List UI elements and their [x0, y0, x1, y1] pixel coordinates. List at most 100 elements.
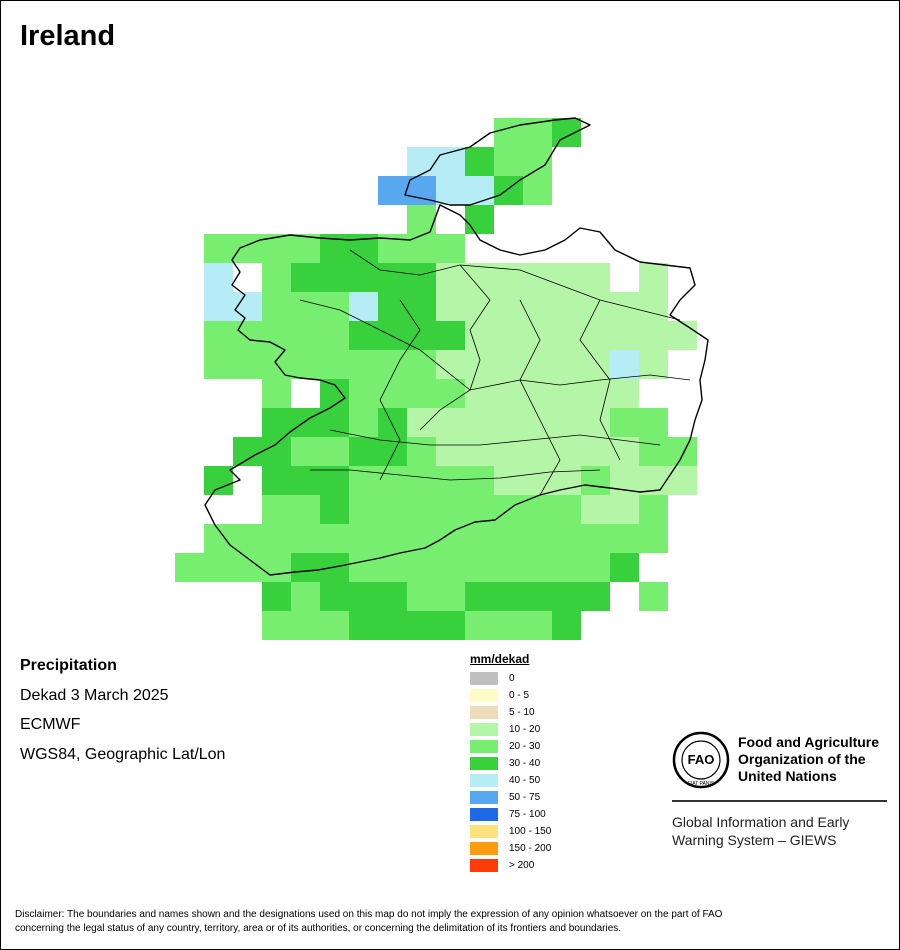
grid-cell [291, 321, 320, 350]
grid-cell [465, 553, 494, 582]
grid-cell [204, 466, 233, 495]
legend-swatch [470, 689, 498, 702]
legend-label: 75 - 100 [509, 809, 546, 820]
grid-cell [407, 611, 436, 640]
giews-line-1: Global Information and Early [672, 814, 850, 830]
grid-cell [291, 292, 320, 321]
grid-cell [436, 176, 465, 205]
grid-cell [610, 408, 639, 437]
grid-cell [436, 611, 465, 640]
grid-cell [436, 582, 465, 611]
legend-label: 5 - 10 [509, 707, 535, 718]
fao-emblem-icon: FAO FIAT PANIS [672, 731, 730, 789]
grid-cell [291, 350, 320, 379]
legend-title: mm/dekad [470, 652, 530, 666]
grid-cell [494, 118, 523, 147]
grid-cell [552, 553, 581, 582]
grid-cell [262, 292, 291, 321]
grid-cell [378, 408, 407, 437]
grid-cell [523, 582, 552, 611]
grid-cell [639, 350, 668, 379]
legend-label: 50 - 75 [509, 792, 541, 803]
grid-cell [349, 466, 378, 495]
legend-label: > 200 [509, 860, 535, 871]
legend-item: 75 - 100 [470, 806, 551, 823]
grid-cell [494, 263, 523, 292]
logo-divider [672, 800, 887, 802]
grid-cell [320, 611, 349, 640]
grid-cell [552, 350, 581, 379]
grid-cell [291, 495, 320, 524]
grid-cell [204, 553, 233, 582]
grid-cell [610, 437, 639, 466]
grid-cell [349, 611, 378, 640]
source-label: ECMWF [20, 716, 81, 733]
grid-cell [204, 524, 233, 553]
grid-cell [465, 524, 494, 553]
grid-cell [407, 553, 436, 582]
grid-cell [552, 495, 581, 524]
grid-cell [436, 321, 465, 350]
grid-cell [378, 263, 407, 292]
grid-cell [523, 611, 552, 640]
grid-cell [436, 524, 465, 553]
legend-label: 40 - 50 [509, 775, 541, 786]
grid-cell [204, 292, 233, 321]
grid-cell [523, 553, 552, 582]
grid-cell [349, 582, 378, 611]
grid-cell [581, 379, 610, 408]
grid-cell [494, 466, 523, 495]
grid-cell [262, 379, 291, 408]
grid-cell [494, 611, 523, 640]
grid-cell [552, 292, 581, 321]
grid-cell [436, 553, 465, 582]
grid-cell [378, 611, 407, 640]
precipitation-grid [175, 118, 697, 640]
grid-cell [436, 147, 465, 176]
org-line-2: Organization of the [738, 751, 866, 767]
grid-cell [668, 321, 697, 350]
grid-cell [465, 437, 494, 466]
grid-cell [639, 495, 668, 524]
legend-rows: 0 0 - 5 5 - 10 10 - 20 20 - 30 30 - 40 40 - 50… [470, 670, 551, 874]
grid-cell [610, 495, 639, 524]
legend-item: > 200 [470, 857, 551, 874]
grid-cell [407, 379, 436, 408]
grid-cell [407, 350, 436, 379]
grid-cell [378, 321, 407, 350]
grid-cell [291, 234, 320, 263]
grid-cell [349, 350, 378, 379]
grid-cell [639, 437, 668, 466]
grid-cell [204, 234, 233, 263]
grid-cell [494, 147, 523, 176]
legend-label: 10 - 20 [509, 724, 541, 735]
grid-cell [407, 234, 436, 263]
grid-cell [523, 466, 552, 495]
grid-cell [349, 408, 378, 437]
legend-label: 0 - 5 [509, 690, 530, 701]
grid-cell [262, 495, 291, 524]
grid-cell [465, 176, 494, 205]
legend-swatch [470, 825, 498, 838]
legend-swatch [470, 808, 498, 821]
grid-cell [378, 524, 407, 553]
org-line-3: United Nations [738, 768, 837, 784]
coastline [204, 117, 709, 576]
grid-cell [494, 582, 523, 611]
grid-cell [233, 437, 262, 466]
grid-cell [494, 379, 523, 408]
grid-cell [320, 321, 349, 350]
legend-item: 150 - 200 [470, 840, 551, 857]
grid-cell [465, 321, 494, 350]
legend-item: 10 - 20 [470, 721, 551, 738]
internal-boundaries [299, 249, 691, 496]
grid-cell [378, 379, 407, 408]
grid-cell [204, 263, 233, 292]
grid-cell [262, 611, 291, 640]
grid-cell [494, 292, 523, 321]
grid-cell [436, 263, 465, 292]
grid-cell [407, 205, 436, 234]
grid-cell [291, 524, 320, 553]
grid-cell [349, 553, 378, 582]
fao-logo-block: FAO FIAT PANIS Food and Agriculture Orga… [672, 731, 887, 848]
